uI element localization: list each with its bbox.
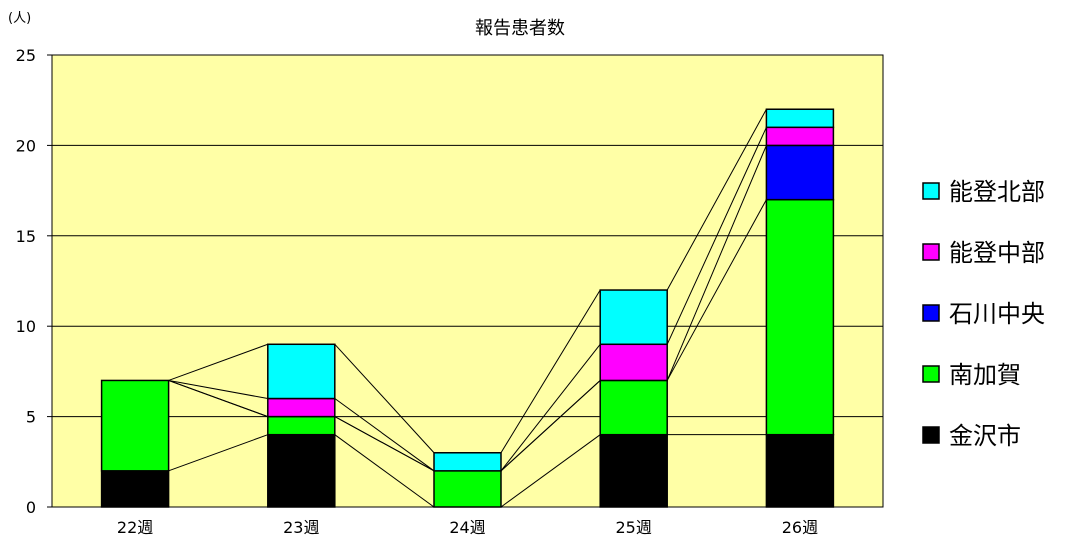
bar-金沢市-23週 (267, 433, 336, 508)
series-line-能登中部 (500, 343, 601, 472)
legend-swatch (922, 365, 940, 383)
bar-金沢市-25週 (599, 433, 668, 508)
series-line-能登北部 (666, 108, 767, 291)
legend-label: 石川中央 (949, 300, 1045, 328)
bars (100, 108, 835, 508)
legend-swatch (922, 182, 940, 200)
series-line-金沢市 (168, 434, 268, 472)
bar-能登北部-25週 (599, 289, 668, 346)
series-line-能登北部 (500, 289, 601, 454)
series-line-金沢市 (500, 434, 601, 508)
y-tick-label: 20 (16, 136, 36, 155)
bar-石川中央-26週 (765, 144, 835, 201)
x-tick-label: 23週 (283, 518, 319, 537)
series-line-南加賀 (666, 199, 767, 381)
y-unit-label: (人) (8, 11, 31, 26)
bar-能登中部-23週 (267, 397, 336, 418)
y-axis-ticks: 0 5 10 15 20 25 (16, 46, 52, 517)
x-tick-label: 26週 (782, 518, 818, 537)
series-line-石川中央 (666, 145, 767, 381)
x-tick-label: 24週 (449, 518, 485, 537)
bar-金沢市-26週 (765, 433, 835, 508)
y-tick-label: 0 (26, 498, 36, 517)
y-tick-label: 10 (16, 317, 36, 336)
series-line-能登中部 (334, 398, 435, 472)
plot-area (51, 54, 884, 508)
bar-南加賀-24週 (433, 470, 502, 508)
series-line-能登中部 (666, 127, 767, 345)
bar-金沢市-22週 (100, 470, 170, 508)
x-tick-label: 25週 (616, 518, 652, 537)
series-line-能登北部 (334, 343, 435, 454)
series-line-石川中央 (168, 379, 268, 418)
legend-swatch (922, 243, 940, 261)
bar-南加賀-22週 (100, 379, 170, 472)
gridlines (52, 144, 883, 418)
series-line-能登北部 (168, 343, 268, 381)
series-line-石川中央 (334, 416, 435, 472)
x-axis-ticks: 22週 23週 24週 25週 26週 (117, 518, 818, 537)
chart-title: 報告患者数 (475, 18, 565, 39)
bar-能登北部-24週 (433, 452, 502, 472)
bar-能登北部-26週 (765, 108, 835, 129)
bar-南加賀-25週 (599, 379, 668, 436)
bar-能登中部-26週 (765, 126, 835, 147)
y-tick-label: 5 (26, 408, 36, 427)
bar-南加賀-23週 (267, 415, 336, 436)
y-tick-label: 25 (16, 46, 36, 65)
bar-南加賀-26週 (765, 198, 835, 436)
bar-能登北部-23週 (267, 343, 336, 400)
series-line-能登中部 (168, 379, 268, 400)
legend-swatch (922, 426, 940, 444)
legend-label: 南加賀 (949, 361, 1021, 389)
bar-能登中部-25週 (599, 343, 668, 382)
x-tick-label: 22週 (117, 518, 153, 537)
series-lines (168, 108, 767, 508)
legend-label: 金沢市 (949, 422, 1021, 450)
series-line-石川中央 (500, 380, 601, 472)
legend-swatch (922, 304, 940, 322)
y-tick-label: 15 (16, 227, 36, 246)
legend-label: 能登中部 (949, 239, 1045, 267)
series-line-金沢市 (334, 434, 435, 508)
legend-label: 能登北部 (949, 178, 1045, 206)
